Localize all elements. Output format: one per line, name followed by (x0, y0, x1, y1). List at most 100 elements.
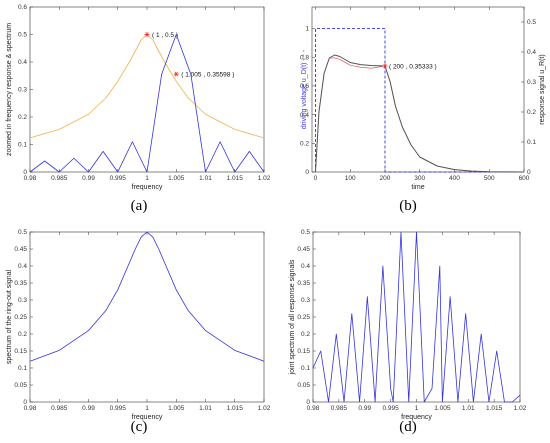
chart-c: 0.98 0.985 0.99 0.995 1 1.005 1.01 1.015 1.02 0 0.… (6, 229, 271, 421)
chart-c-xtick-label: 0.99 (82, 405, 95, 412)
chart-b-ytick-label-right: 0.4 (527, 49, 536, 56)
chart-d-xtick-label: 1.01 (462, 405, 475, 412)
chart-a-blue-series (29, 34, 265, 173)
chart-d-series (312, 231, 521, 403)
chart-b-xtick-label: 600 (519, 175, 530, 182)
chart-c-ytick-label: 0.05 (14, 382, 27, 389)
chart-c-ytick-label: 0.15 (14, 348, 27, 355)
chart-b-ylabel-left: driving voltage u_D(t) - - - (301, 49, 308, 129)
chart-d-xtick-label: 1.015 (486, 405, 503, 412)
chart-c-xtick-label: 1.02 (258, 405, 271, 412)
chart-d-ytick-label: 0.4 (301, 263, 310, 270)
chart-c-ylabel: spectrum of the ring-out signal (6, 269, 13, 364)
chart-a-xlabel: frequency (132, 184, 163, 191)
chart-b-ytick-label-right: 0.5 (527, 19, 536, 26)
chart-b-frame (311, 6, 525, 173)
chart-c-ytick-label: 0.1 (18, 365, 27, 372)
chart-a-ytick-label: 0.3 (18, 87, 27, 94)
chart-d-frame (312, 231, 521, 403)
chart-a: 0.98 0.985 0.99 0.995 1 1.005 1.01 1.015 1.02 0 0.… (6, 4, 271, 191)
chart-a-marker-1-stroke (174, 71, 178, 77)
chart-d-xtick-label: 0.995 (382, 405, 399, 412)
chart-a-frame (29, 6, 265, 173)
chart-b-ytick-label-right: 0.3 (527, 79, 536, 86)
chart-b-xtick-label: 200 (380, 175, 391, 182)
chart-c-ytick-label: 0.5 (18, 229, 27, 236)
chart-c-xtick-label: 1.015 (227, 405, 244, 412)
chart-a-xtick-label: 1.02 (258, 175, 271, 182)
chart-b-ylabel-right: response signal u_R(t) (539, 54, 546, 124)
chart-b-marker-0-stroke (383, 63, 387, 69)
chart-c-ytick-label: 0.2 (18, 331, 27, 338)
chart-d-ytick-label: 0.05 (297, 382, 310, 389)
caption-c: (c) (131, 419, 148, 435)
chart-d-xlabel: frequency (401, 414, 432, 421)
chart-c-xlabel: frequency (132, 414, 163, 421)
caption-a: (a) (131, 198, 148, 214)
chart-c-xtick-label: 0.985 (51, 405, 68, 412)
chart-c-xtick-label: 1 (145, 405, 149, 412)
chart-b-xtick-label: 0 (314, 175, 318, 182)
chart-a-xtick-label: 0.995 (110, 175, 127, 182)
chart-a-annotation-0: ( 1 , 0.5 ) (152, 32, 178, 39)
chart-c-xtick-label: 0.995 (110, 405, 127, 412)
chart-d-ytick-label: 0.1 (301, 365, 310, 372)
chart-d-xtick-label: 0.985 (331, 405, 348, 412)
chart-c-ytick-label: 0.35 (14, 280, 27, 287)
chart-d-xtick-label: 1 (415, 405, 419, 412)
chart-c-xtick-label: 1.01 (199, 405, 212, 412)
chart-b-xtick-label: 300 (414, 175, 425, 182)
chart-d-ylabel: joint spectrum of all response signals (289, 259, 296, 375)
chart-d-ytick-label: 0.35 (297, 280, 310, 287)
chart-d-xtick-label: 1.02 (514, 405, 527, 412)
chart-b-ytick-label: 0.4 (300, 112, 309, 119)
chart-d-ytick-label: 0.45 (297, 246, 310, 253)
chart-b-ytick-label: 0.6 (300, 83, 309, 90)
chart-b-ytick-label: 0.2 (300, 141, 309, 148)
chart-c-ytick-label: 0.4 (18, 263, 27, 270)
chart-d: 0.98 0.985 0.99 0.995 1 1.005 1.01 1.015 1.02 0 0.… (289, 229, 527, 421)
chart-b-ytick-label-right: 0 (527, 169, 531, 176)
chart-b-response-series (314, 54, 525, 173)
chart-a-orange-series (29, 34, 265, 139)
chart-c-ytick-label: 0.3 (18, 297, 27, 304)
chart-b-model-series (315, 57, 525, 173)
chart-b-xtick-label: 400 (449, 175, 460, 182)
chart-c-xtick-label: 1.005 (168, 405, 185, 412)
chart-a-xtick-label: 1.005 (168, 175, 185, 182)
chart-d-ytick-label: 0.15 (297, 348, 310, 355)
chart-a-xtick-label: 1.015 (227, 175, 244, 182)
chart-c-ytick-label: 0.45 (14, 246, 27, 253)
chart-d-ytick-label: 0.5 (301, 229, 310, 236)
chart-a-ytick-label: 0.4 (18, 59, 27, 66)
chart-a-ytick-label: 0.5 (18, 32, 27, 39)
chart-b-xtick-label: 100 (345, 175, 356, 182)
chart-c-frame (29, 231, 265, 403)
chart-d-ytick-label: 0.25 (297, 314, 310, 321)
chart-b-ytick-label: 0 (305, 169, 309, 176)
chart-d-ytick-label: 0.3 (301, 297, 310, 304)
chart-b-ytick-label-right: 0.1 (527, 139, 536, 146)
chart-a-xtick-label: 1 (145, 175, 149, 182)
chart-b-driving-voltage-series (315, 28, 524, 173)
chart-b-ytick-label: 0.8 (300, 54, 309, 61)
chart-c-xtick-label: 0.98 (24, 405, 37, 412)
chart-b-xtick-label: 500 (484, 175, 495, 182)
chart-c-ytick-label: 0.25 (14, 314, 27, 321)
chart-b-ytick-label-right: 0.2 (527, 109, 536, 116)
chart-a-xtick-label: 0.985 (51, 175, 68, 182)
chart-a-xtick-label: 1.01 (199, 175, 212, 182)
chart-a-ytick-label: 0 (23, 169, 27, 176)
chart-a-marker-0-stroke (145, 32, 149, 37)
chart-a-annotation-1: ( 1.005 , 0.35598 ) (181, 72, 234, 79)
chart-a-ytick-label: 0.2 (18, 114, 27, 121)
chart-d-xtick-label: 0.99 (358, 405, 371, 412)
chart-a-xtick-label: 0.98 (24, 175, 37, 182)
chart-a-marker-0 (144, 32, 150, 37)
chart-a-ytick-label: 0.6 (18, 4, 27, 11)
caption-d: (d) (399, 419, 417, 435)
chart-b: 0 100 200 300 400 500 60000.20.40.60.8100.10.2… (300, 6, 546, 191)
chart-a-xtick-label: 0.99 (82, 175, 95, 182)
chart-b-xlabel: time (411, 184, 424, 191)
